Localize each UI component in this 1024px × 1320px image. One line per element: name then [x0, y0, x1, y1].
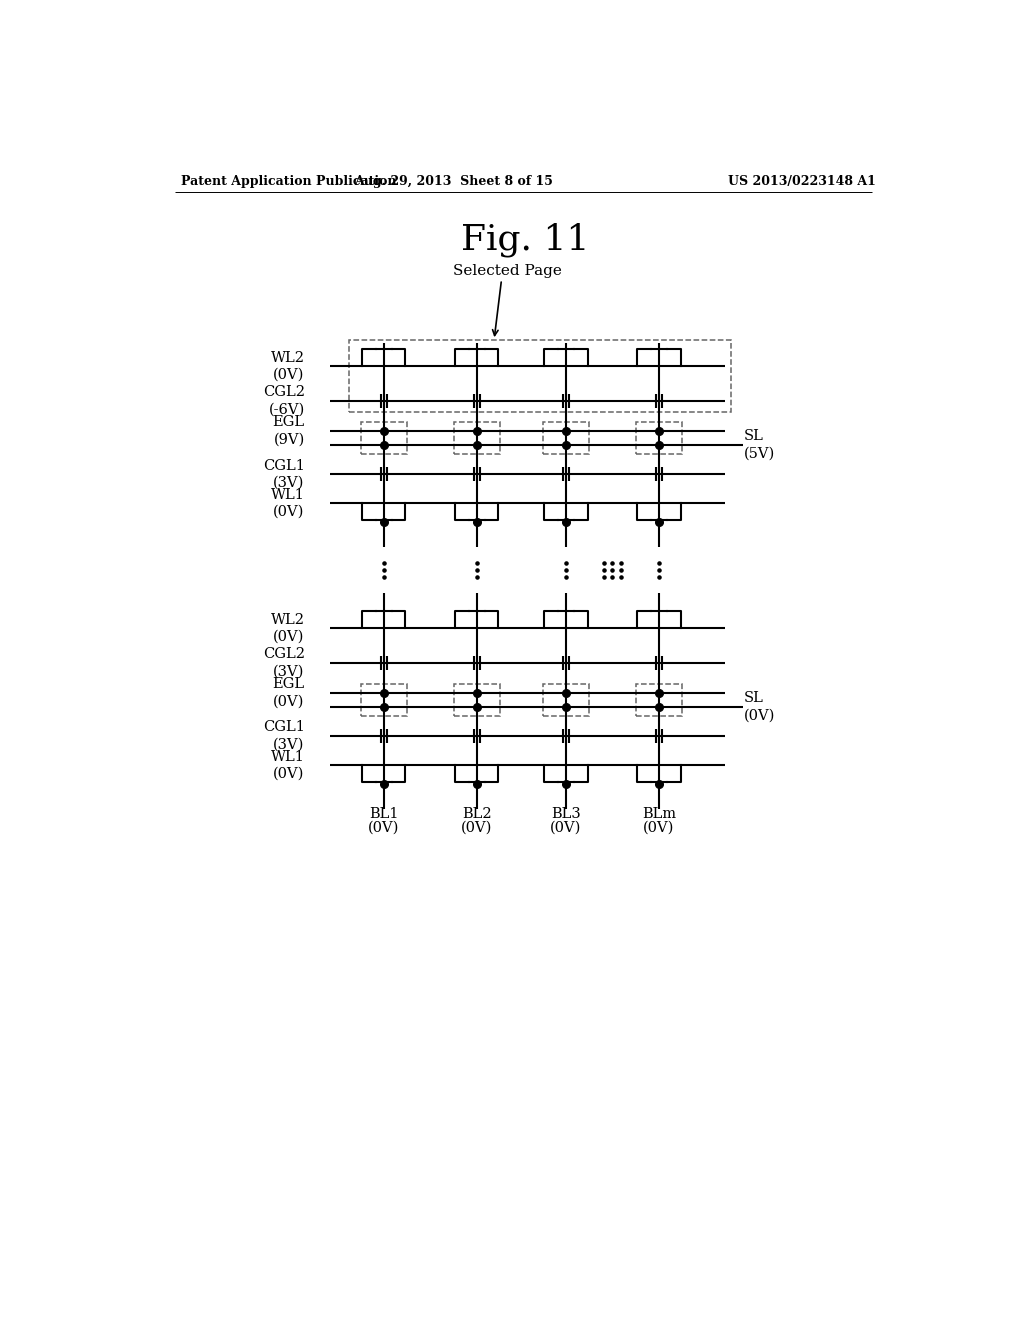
Text: EGL: EGL [272, 416, 305, 429]
Text: CGL2: CGL2 [263, 385, 305, 400]
Bar [349, 341, 731, 412]
Bar [636, 684, 682, 715]
Text: (0V): (0V) [550, 821, 582, 834]
Text: (0V): (0V) [643, 821, 675, 834]
Text: Patent Application Publication: Patent Application Publication [180, 176, 396, 187]
Text: US 2013/0223148 A1: US 2013/0223148 A1 [728, 176, 877, 187]
Text: BL1: BL1 [369, 807, 398, 821]
Bar [636, 422, 682, 454]
Text: (0V): (0V) [368, 821, 399, 834]
Text: CGL1: CGL1 [263, 721, 305, 734]
Text: (0V): (0V) [273, 694, 305, 709]
Text: CGL1: CGL1 [263, 458, 305, 473]
Text: CGL2: CGL2 [263, 647, 305, 661]
Text: (0V): (0V) [273, 506, 305, 519]
Text: BL2: BL2 [462, 807, 492, 821]
Text: WL1: WL1 [270, 488, 305, 502]
Text: SL: SL [744, 692, 764, 705]
Text: WL1: WL1 [270, 750, 305, 763]
Text: (9V): (9V) [273, 433, 305, 446]
Text: EGL: EGL [272, 677, 305, 692]
Bar [543, 422, 589, 454]
Text: (-6V): (-6V) [268, 403, 305, 417]
Text: Fig. 11: Fig. 11 [461, 222, 589, 256]
Bar [360, 684, 407, 715]
Bar [543, 684, 589, 715]
Text: WL2: WL2 [270, 351, 305, 364]
Text: BLm: BLm [642, 807, 676, 821]
Text: (3V): (3V) [273, 664, 305, 678]
Bar [360, 422, 407, 454]
Text: (5V): (5V) [744, 446, 775, 461]
Text: BL3: BL3 [551, 807, 581, 821]
Text: Aug. 29, 2013  Sheet 8 of 15: Aug. 29, 2013 Sheet 8 of 15 [354, 176, 553, 187]
Text: (3V): (3V) [273, 738, 305, 751]
Text: Selected Page: Selected Page [454, 264, 562, 277]
Text: (3V): (3V) [273, 475, 305, 490]
Text: (0V): (0V) [461, 821, 493, 834]
Text: WL2: WL2 [270, 612, 305, 627]
Text: (0V): (0V) [744, 708, 775, 722]
Text: (0V): (0V) [273, 767, 305, 780]
Text: (0V): (0V) [273, 368, 305, 381]
Bar [454, 422, 500, 454]
Text: (0V): (0V) [273, 630, 305, 644]
Bar [454, 684, 500, 715]
Text: SL: SL [744, 429, 764, 444]
